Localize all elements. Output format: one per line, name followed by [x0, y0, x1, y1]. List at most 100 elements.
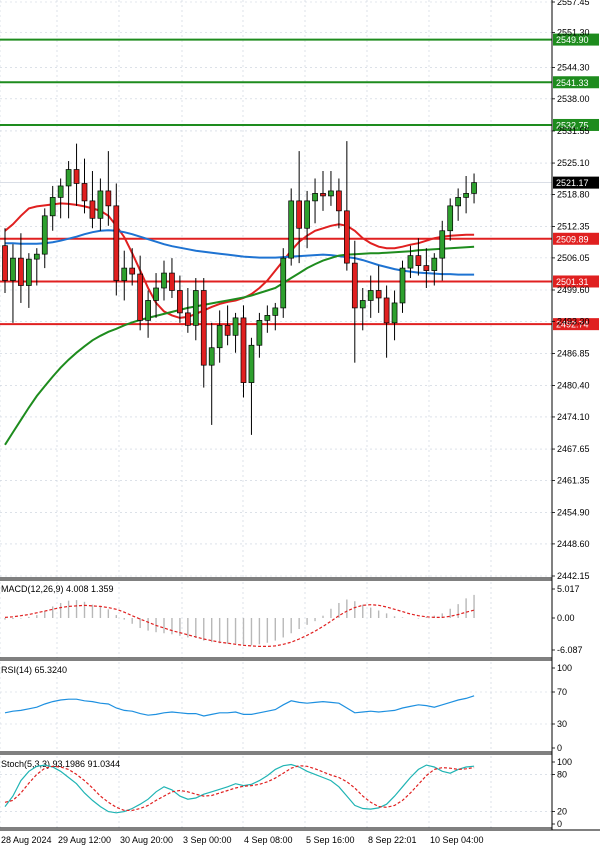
grid	[0, 0, 552, 828]
price-tick-label: 2544.30	[557, 62, 590, 72]
candle-bearish	[2, 245, 8, 281]
price-level-tag	[553, 318, 599, 331]
price-tick-label: 2454.90	[557, 508, 590, 518]
price-tick-label: 2506.05	[557, 253, 590, 263]
time-tick-label: 29 Aug 12:00	[58, 835, 111, 845]
current-price-label: 2521.17	[556, 178, 589, 188]
candle-bearish	[129, 267, 136, 275]
time-tick-label: 3 Sep 00:00	[183, 835, 232, 845]
price-tick-label: 2512.35	[557, 222, 590, 232]
price-tick-label: 2557.45	[557, 0, 590, 7]
candle-bullish	[216, 324, 223, 349]
price-levels: 2549.90 2541.33 2532.75 2509.89 2501.31 2492.…	[0, 33, 599, 331]
candle-bullish	[121, 267, 128, 281]
candle-bullish	[10, 257, 16, 281]
rsi-tick-label: 100	[557, 663, 572, 673]
rsi-tick-label: 30	[557, 719, 567, 729]
candle-bullish	[256, 320, 263, 346]
candle-bullish	[26, 258, 32, 286]
candle-bullish	[304, 200, 310, 229]
candle-bullish	[447, 205, 454, 232]
candle-bearish	[73, 169, 80, 184]
stoch-tick-label: 20	[557, 807, 567, 817]
time-tick-label: 5 Sep 16:00	[306, 835, 355, 845]
price-tick-label: 2525.10	[557, 158, 590, 168]
candle-bullish	[41, 215, 48, 255]
rsi-line	[4, 695, 475, 717]
macd-signal-line	[4, 604, 475, 648]
time-tick-label: 8 Sep 22:01	[368, 835, 417, 845]
rsi-label: RSI(14) 65.3240	[1, 665, 67, 675]
candle-bearish	[185, 312, 191, 326]
candle-bullish	[471, 182, 477, 194]
candle-bullish	[399, 267, 406, 304]
candle-bullish	[359, 300, 366, 309]
price-tick-label: 2480.40	[557, 381, 590, 391]
price-tick-label: 2493.30	[557, 316, 590, 326]
moving-averages	[4, 202, 475, 446]
rsi-tick-label: 0	[557, 743, 562, 753]
candle-bullish	[463, 193, 469, 198]
macd-label: MACD(12,26,9) 4.008 1.359	[1, 584, 114, 594]
candle-bearish	[105, 190, 112, 207]
candle-bearish	[200, 290, 207, 366]
price-level-label: 2549.90	[556, 35, 589, 45]
candle-bearish	[224, 324, 231, 336]
candle-bearish	[336, 190, 342, 212]
price-level-tag	[553, 76, 599, 89]
candle-bullish	[391, 302, 398, 324]
candle-bearish	[177, 290, 183, 314]
price-tick-label: 2486.85	[557, 348, 590, 358]
candle-bearish	[415, 255, 422, 266]
time-tick-label: 10 Sep 04:00	[430, 835, 484, 845]
price-level-label: 2501.31	[556, 277, 589, 287]
candle-bullish	[232, 317, 239, 336]
price-level-tag	[553, 232, 599, 245]
candle-bullish	[367, 290, 374, 301]
price-level-label: 2532.75	[556, 120, 589, 130]
price-level-label: 2509.89	[556, 234, 589, 244]
candle-bullish	[33, 253, 40, 260]
price-tick-label: 2474.10	[557, 412, 590, 422]
macd-panel: MACD(12,26,9) 4.008 1.359	[1, 584, 475, 648]
candle-bullish	[312, 193, 318, 202]
candle-bearish	[81, 183, 88, 202]
price-tick-label: 2467.65	[557, 444, 590, 454]
candle-bullish	[439, 230, 446, 259]
candles	[2, 141, 477, 435]
candle-bearish	[18, 257, 24, 286]
price-level-tag	[553, 275, 599, 288]
candle-bullish	[65, 169, 72, 187]
candle-bearish	[351, 262, 358, 309]
candle-bearish	[89, 200, 96, 219]
stoch-panel: Stoch(5,3,3) 93.1986 91.0344	[0, 759, 552, 814]
candle-bullish	[161, 272, 167, 289]
price-tick-label: 2448.60	[557, 539, 590, 549]
stoch-d-line	[4, 765, 475, 812]
macd-tick-label: -6.087	[557, 645, 583, 655]
stoch-tick-label: 80	[557, 769, 567, 779]
moving-average-line	[5, 229, 475, 276]
stoch-tick-label: 0	[557, 819, 562, 829]
candle-bearish	[383, 297, 390, 324]
candle-bullish	[272, 307, 279, 316]
macd-tick-label: 0.00	[557, 613, 575, 623]
price-level-tag	[553, 33, 599, 46]
candle-bullish	[192, 290, 199, 326]
candle-bullish	[57, 185, 64, 198]
candle-bullish	[49, 197, 56, 217]
time-tick-label: 4 Sep 08:00	[244, 835, 293, 845]
candle-bearish	[240, 317, 247, 383]
candle-bearish	[344, 210, 350, 264]
candle-bullish	[431, 257, 438, 271]
price-tick-label: 2499.60	[557, 285, 590, 295]
stoch-k-line	[4, 763, 475, 814]
axis-labels: 2557.45 2551.30 2544.30 2538.00 2531.55 2525.…	[1, 0, 590, 845]
moving-average-line	[4, 245, 475, 446]
price-tick-label: 2538.00	[557, 94, 590, 104]
candle-bullish	[208, 347, 215, 366]
macd-tick-label: 5.017	[557, 584, 580, 594]
price-level-label: 2541.33	[556, 78, 589, 88]
